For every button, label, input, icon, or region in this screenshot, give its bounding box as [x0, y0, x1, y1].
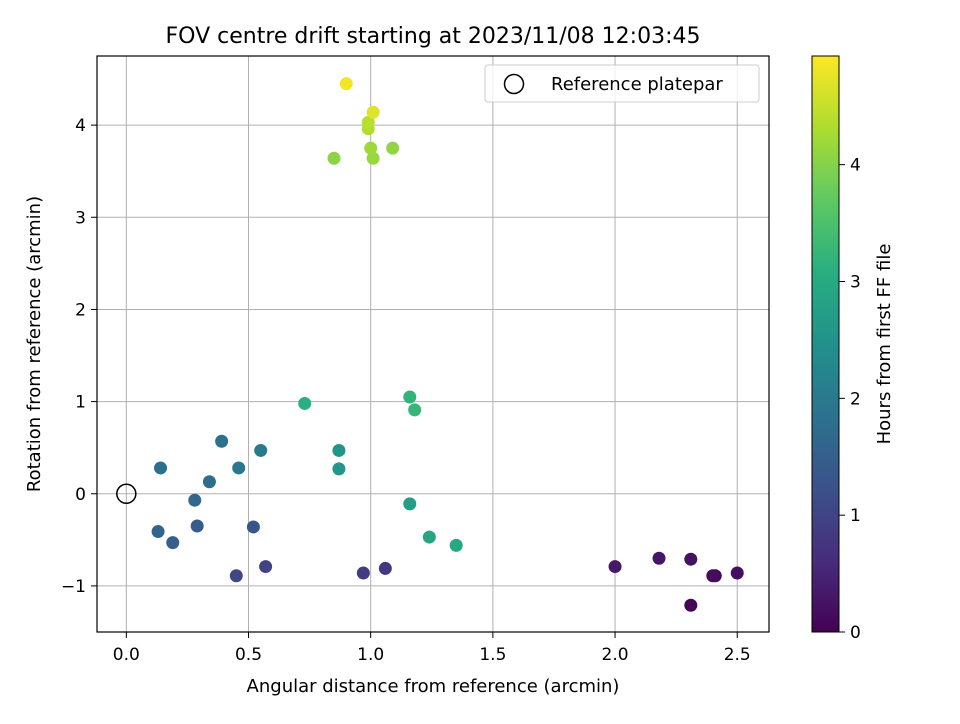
legend-reference-marker	[503, 73, 525, 95]
data-point	[154, 461, 168, 475]
data-point	[386, 141, 400, 155]
data-point	[364, 141, 378, 155]
data-point	[706, 569, 720, 583]
data-point	[166, 536, 180, 550]
legend-box	[484, 64, 760, 103]
plot-frame	[96, 55, 770, 633]
y-tick-label: 4	[75, 116, 86, 136]
colorbar-tick-label: 3	[850, 272, 861, 292]
data-point	[327, 151, 341, 165]
data-point	[684, 598, 698, 612]
data-point	[422, 530, 436, 544]
colorbar-ticks: 0 1 2 3 4	[839, 156, 861, 643]
colorbar-tick-label: 0	[850, 623, 861, 643]
reference-platepar-marker	[116, 483, 137, 505]
data-point	[378, 561, 392, 575]
x-tick-label: 2.0	[602, 645, 629, 665]
x-tick-label: 0.0	[113, 645, 140, 665]
data-point	[259, 560, 273, 574]
chart-title: FOV centre drift starting at 2023/11/08 …	[166, 24, 701, 49]
axes-layer	[96, 55, 770, 633]
data-point	[408, 403, 422, 417]
x-tick-label: 1.0	[357, 645, 384, 665]
x-tick-label: 0.5	[235, 645, 262, 665]
data-point	[356, 566, 370, 580]
data-point	[190, 519, 204, 533]
data-point	[151, 525, 165, 539]
colorbar-gradient	[811, 55, 840, 633]
y-axis-label: Rotation from reference (arcmin)	[24, 196, 45, 492]
data-point	[232, 461, 246, 475]
data-point	[339, 77, 353, 91]
ticks-layer: 0.0 0.5 1.0 1.5 2.0 2.5 −1 0 1 2 3 4	[61, 116, 751, 665]
x-axis-label: Angular distance from reference (arcmin)	[247, 676, 620, 697]
points-layer	[116, 77, 744, 612]
data-point	[254, 443, 268, 457]
y-tick-label: 0	[75, 485, 86, 505]
colorbar: 0 1 2 3 4 Hours from first FF file	[811, 55, 895, 643]
colorbar-tick-label: 2	[850, 389, 861, 409]
data-point	[366, 151, 380, 165]
data-point	[403, 497, 417, 511]
data-point	[361, 115, 375, 129]
data-point	[246, 520, 260, 534]
data-point	[608, 560, 622, 574]
x-tick-label: 1.5	[479, 645, 506, 665]
x-tick-label: 2.5	[724, 645, 751, 665]
y-tick-label: 2	[75, 300, 86, 320]
data-point	[229, 569, 243, 583]
data-point	[215, 434, 229, 448]
y-tick-label: 1	[75, 393, 86, 413]
legend: Reference platepar	[484, 64, 760, 103]
data-point	[449, 538, 463, 552]
data-point	[332, 443, 346, 457]
grid-layer	[97, 56, 769, 632]
data-point	[403, 390, 417, 404]
data-point	[366, 105, 380, 119]
y-tick-label: 3	[75, 208, 86, 228]
colorbar-tick-label: 4	[850, 156, 861, 176]
legend-label: Reference platepar	[551, 74, 723, 95]
colorbar-tick-label: 1	[850, 506, 861, 526]
data-point	[332, 462, 346, 476]
data-point	[202, 475, 216, 489]
data-point	[298, 396, 312, 410]
y-tick-label: −1	[61, 577, 86, 597]
data-point	[188, 493, 202, 507]
data-point	[652, 551, 666, 565]
colorbar-label: Hours from first FF file	[874, 244, 895, 445]
data-point	[684, 552, 698, 566]
data-point	[730, 566, 744, 580]
